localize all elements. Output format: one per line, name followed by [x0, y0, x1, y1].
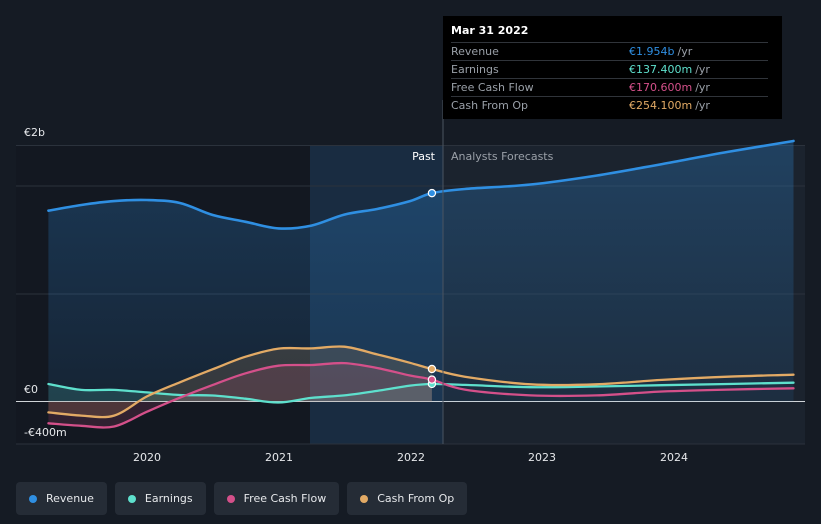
legend-dot-icon — [226, 494, 235, 503]
cash-from-op-line — [47, 345, 795, 419]
revenue-line — [47, 139, 795, 230]
tooltip-row-label: Free Cash Flow — [451, 81, 534, 94]
legend-dot-icon — [127, 494, 136, 503]
x-tick-label: 2024 — [660, 451, 688, 464]
revenue-marker — [427, 188, 437, 198]
legend-dot-icon — [29, 494, 37, 503]
tooltip-row-label: Revenue — [451, 45, 499, 58]
series-lines — [47, 139, 795, 429]
y-tick-label: €2b — [24, 126, 45, 139]
legend-item-earnings[interactable]: Earnings — [114, 482, 206, 515]
legend-label: Earnings — [144, 492, 193, 505]
x-tick-label: 2023 — [528, 451, 556, 464]
cash-from-op-marker — [427, 364, 437, 374]
tooltip-row: Free Cash Flow €170.600m/yr — [451, 78, 768, 96]
earnings-line — [47, 381, 795, 404]
tooltip-row-value: €170.600m — [629, 81, 693, 94]
y-tick-label: €0 — [24, 383, 38, 396]
tooltip-row-value: €137.400m — [629, 63, 693, 76]
x-tick-label: 2022 — [397, 451, 425, 464]
tooltip-row-value: €254.100m — [629, 99, 693, 112]
tooltip-row-value: €1.954b — [629, 45, 675, 58]
tooltip-date: Mar 31 2022 — [451, 24, 529, 37]
x-axis: 2020 2021 2022 2023 2024 — [133, 451, 688, 464]
legend-item-free-cash-flow[interactable]: Free Cash Flow — [213, 482, 340, 515]
free-cash-flow-line — [47, 361, 795, 429]
legend-label: Cash From Op — [377, 492, 455, 505]
legend-item-revenue[interactable]: Revenue — [16, 482, 107, 515]
tooltip: Mar 31 2022 Revenue €1.954b/yr Earnings €13… — [443, 16, 782, 119]
y-axis: €2b €0 -€400m — [24, 126, 67, 439]
free-cash-flow-marker — [427, 375, 437, 384]
tooltip-row-unit: /yr — [677, 45, 693, 58]
past-label: Past — [412, 150, 436, 163]
tooltip-row-label: Cash From Op — [451, 99, 529, 112]
tooltip-row: Cash From Op €254.100m/yr — [451, 96, 768, 114]
legend: Revenue Earnings Free Cash Flow Cash From O… — [16, 482, 468, 515]
revenue-area — [48, 141, 794, 402]
forecast-label: Analysts Forecasts — [451, 150, 554, 163]
tooltip-row-unit: /yr — [695, 99, 710, 112]
tooltip-row-unit: /yr — [695, 81, 710, 94]
legend-label: Free Cash Flow — [243, 492, 327, 505]
tooltip-row: Revenue €1.954b/yr — [451, 42, 768, 60]
tooltip-row: Earnings €137.400m/yr — [451, 60, 768, 78]
tooltip-rows: Revenue €1.954b/yr Earnings €137.400m/yr Fre… — [451, 42, 774, 114]
x-tick-label: 2020 — [133, 451, 161, 464]
free-cash-flow-area — [48, 363, 432, 428]
legend-item-cash-from-op[interactable]: Cash From Op — [347, 482, 468, 515]
x-tick-label: 2021 — [265, 451, 293, 464]
hover-markers — [427, 188, 437, 389]
legend-dot-icon — [360, 494, 369, 503]
y-tick-label: -€400m — [24, 426, 67, 439]
tooltip-row-label: Earnings — [451, 63, 499, 76]
legend-label: Revenue — [46, 492, 94, 505]
tooltip-row-unit: /yr — [695, 63, 710, 76]
